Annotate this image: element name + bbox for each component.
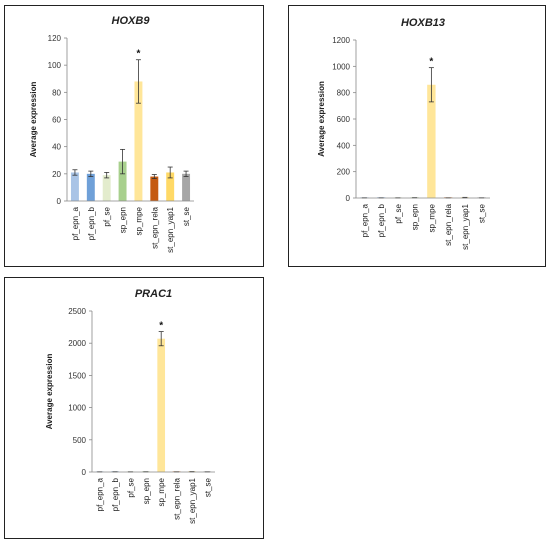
y-tick-label: 400: [337, 141, 351, 150]
chart-plot-group: PRAC1 Average expression 0 500 1000 1500 2000 2…: [45, 288, 215, 524]
x-tick-label-st-epn-yap1: st_epn_yap1: [461, 203, 470, 249]
x-tick-label-pf-epn-a: pf_epn_a: [71, 206, 80, 240]
bar-sp-mpe: [157, 338, 166, 472]
x-tick-label-sp-mpe: sp_mpe: [134, 206, 143, 235]
x-tick-label-st-se: st_se: [478, 203, 487, 223]
y-tick-label: 100: [48, 61, 62, 70]
bar-sp-epn: [118, 161, 127, 201]
y-tick-label: 0: [82, 468, 87, 477]
y-tick-label: 800: [337, 89, 351, 98]
y-axis-title: Average expression: [317, 81, 326, 157]
x-tick-label-pf-se: pf_se: [394, 203, 403, 223]
bar-pf-se: [102, 175, 111, 201]
bar-sp-mpe: [134, 81, 143, 201]
hoxb13-chart: HOXB13 Average expression 0 200 400 600 800 100…: [317, 17, 490, 250]
y-tick-label: 60: [52, 116, 61, 125]
y-tick-label: 600: [337, 115, 351, 124]
y-tick-label: 0: [57, 197, 62, 206]
y-tick-label: 0: [346, 194, 351, 203]
y-tick-label: 1500: [68, 371, 86, 380]
bar-pf-epn-b: [86, 173, 95, 201]
y-tick-label: 80: [52, 88, 61, 97]
y-tick-label: 20: [52, 170, 61, 179]
hoxb9-chart-panel: HOXB9 Average expression 0 20 40 60 80 100 120 pf…: [4, 5, 264, 267]
x-tick-label-st-se: st_se: [203, 477, 212, 497]
y-tick-label: 1200: [332, 36, 350, 45]
prac1-chart: PRAC1 Average expression 0 500 1000 1500 2000 2…: [45, 288, 215, 524]
x-tick-label-sp-mpe: sp_mpe: [157, 477, 166, 506]
y-tick-label: 1000: [332, 62, 350, 71]
x-tick-label-sp-epn: sp_epn: [119, 207, 128, 233]
x-tick-label-pf-epn-b: pf_epn_b: [87, 206, 96, 240]
y-axis-title: Average expression: [29, 82, 38, 158]
x-tick-label-sp-epn: sp_epn: [142, 478, 151, 504]
chart-title: HOXB13: [401, 17, 445, 29]
y-axis-title: Average expression: [45, 354, 54, 430]
y-tick-label: 40: [52, 143, 61, 152]
x-tick-label-pf-epn-b: pf_epn_b: [377, 203, 386, 237]
x-tick-label-sp-mpe: sp_mpe: [427, 203, 436, 232]
chart-title: PRAC1: [135, 288, 172, 300]
y-tick-label: 2000: [68, 339, 86, 348]
y-tick-label: 500: [73, 436, 87, 445]
significance-star: *: [429, 57, 433, 68]
hoxb9-chart: HOXB9 Average expression 0 20 40 60 80 100 120 pf…: [29, 15, 194, 253]
bar-sp-mpe: [427, 84, 436, 198]
prac1-chart-panel: PRAC1 Average expression 0 500 1000 1500 2000 2…: [4, 277, 264, 539]
bar-st-se: [182, 173, 191, 201]
bar-st-epn-yap1: [166, 172, 175, 201]
significance-star: *: [136, 49, 140, 60]
x-tick-label-sp-epn: sp_epn: [411, 204, 420, 230]
x-tick-label-pf-epn-a: pf_epn_a: [96, 477, 105, 511]
y-tick-label: 120: [48, 34, 62, 43]
x-tick-label-st-se: st_se: [182, 206, 191, 226]
y-tick-label: 1000: [68, 404, 86, 413]
x-tick-label-st-epn-rela: st_epn_rela: [150, 206, 159, 248]
hoxb13-chart-panel: HOXB13 Average expression 0 200 400 600 800 100…: [288, 5, 546, 267]
bar-pf-epn-a: [70, 172, 79, 201]
x-tick-label-pf-epn-b: pf_epn_b: [111, 477, 120, 511]
x-tick-label-pf-epn-a: pf_epn_a: [360, 203, 369, 237]
chart-title: HOXB9: [112, 15, 151, 27]
x-tick-label-st-epn-rela: st_epn_rela: [173, 477, 182, 519]
bar-st-epn-rela: [150, 176, 159, 201]
y-tick-label: 2500: [68, 307, 86, 316]
y-tick-label: 200: [337, 168, 351, 177]
x-tick-label-pf-se: pf_se: [103, 206, 112, 226]
chart-plot-group: HOXB13 Average expression 0 200 400 600 800 100…: [317, 17, 490, 250]
x-tick-label-st-epn-rela: st_epn_rela: [444, 203, 453, 245]
significance-star: *: [159, 321, 163, 332]
x-tick-label-st-epn-yap1: st_epn_yap1: [188, 477, 197, 523]
x-tick-label-st-epn-yap1: st_epn_yap1: [166, 206, 175, 252]
chart-plot-group: HOXB9 Average expression 0 20 40 60 80 100 120 pf…: [29, 15, 194, 253]
x-tick-label-pf-se: pf_se: [126, 477, 135, 497]
